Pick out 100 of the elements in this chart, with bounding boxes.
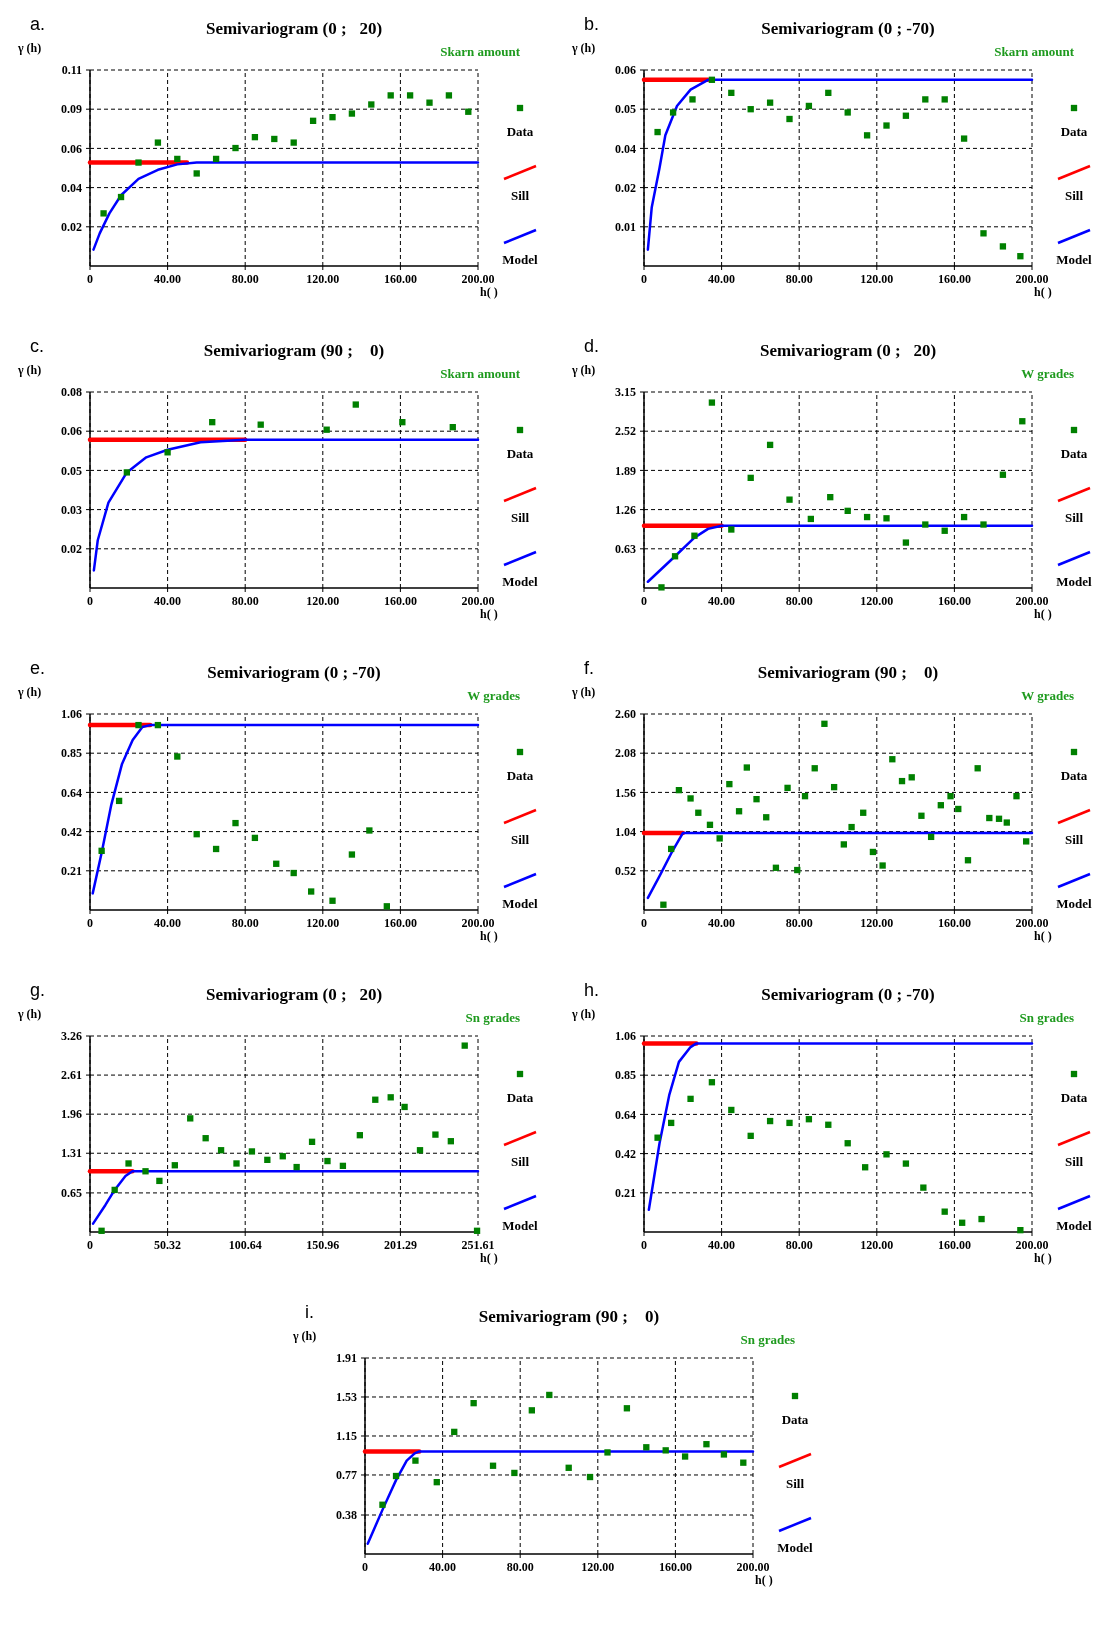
point <box>193 831 200 838</box>
point <box>860 809 867 816</box>
point <box>100 210 107 217</box>
point <box>447 1138 455 1145</box>
point <box>117 193 125 201</box>
point <box>586 1473 594 1481</box>
point <box>840 841 847 848</box>
point <box>449 424 456 431</box>
x-axis-title: h( ) <box>480 607 498 621</box>
legend-label: Data <box>1060 446 1088 461</box>
x-tick-label: 200.00 <box>736 1560 770 1574</box>
point <box>716 835 723 842</box>
x-tick-label: 120.00 <box>860 1238 894 1252</box>
y-tick-label: 0.21 <box>61 864 82 878</box>
x-tick-label: 40.00 <box>429 1560 457 1574</box>
point <box>862 1164 869 1171</box>
chart-title: Semivariogram (0 ; 20) <box>205 985 383 1004</box>
chart-subtitle: Skarn amount <box>440 44 521 59</box>
x-tick-label: 160.00 <box>937 594 971 608</box>
x-tick-label: 40.00 <box>708 594 736 608</box>
line-series <box>646 78 1034 251</box>
point <box>743 764 750 771</box>
legend-label: Sill <box>510 832 530 847</box>
point <box>154 139 162 146</box>
x-tick-label: 160.00 <box>383 916 417 930</box>
legend-label: Sill <box>510 1154 530 1169</box>
y-tick-label: 2.60 <box>615 707 636 722</box>
point <box>251 834 259 842</box>
point <box>308 1138 316 1145</box>
x-tick-label: 0 <box>641 1238 647 1252</box>
chart-title: Semivariogram (0 ; -70) <box>761 985 935 1004</box>
y-tick-label: 0.52 <box>615 864 636 878</box>
x-tick-label: 160.00 <box>937 1238 971 1252</box>
point <box>465 108 472 115</box>
point <box>348 110 356 117</box>
legend-label: Sill <box>510 188 530 203</box>
x-tick-label: 80.00 <box>506 1560 534 1574</box>
y-tick-label: 1.31 <box>61 1146 82 1161</box>
point <box>1003 819 1010 826</box>
point <box>772 864 780 871</box>
point <box>927 833 935 841</box>
point <box>980 230 987 237</box>
point <box>98 847 105 854</box>
x-tick-label: 120.00 <box>581 1560 615 1574</box>
point <box>257 421 264 428</box>
point <box>416 1147 424 1154</box>
x-axis-title: h( ) <box>480 1251 498 1265</box>
point <box>827 493 834 501</box>
y-tick-label: 0.02 <box>61 542 82 556</box>
point <box>786 1119 793 1127</box>
text: g. <box>30 980 46 1000</box>
point <box>171 1162 178 1169</box>
point <box>869 848 877 856</box>
point <box>348 851 356 858</box>
point <box>115 797 123 805</box>
point <box>941 1208 948 1215</box>
point <box>426 99 433 106</box>
point <box>668 1119 675 1127</box>
x-tick-label: 120.00 <box>306 916 340 930</box>
point <box>433 1479 440 1486</box>
y-tick-label: 2.61 <box>61 1068 82 1083</box>
point <box>766 99 774 106</box>
point <box>658 584 665 591</box>
chart-subtitle: W grades <box>467 688 520 703</box>
point <box>947 793 954 800</box>
y-tick-label: 1.89 <box>615 463 636 478</box>
point <box>470 1399 477 1407</box>
x-tick-label: 160.00 <box>383 594 417 608</box>
x-tick-label: 0 <box>87 272 93 286</box>
point <box>671 553 679 560</box>
point <box>98 1227 105 1234</box>
point <box>959 1219 966 1226</box>
x-tick-label: 50.32 <box>154 1238 182 1252</box>
y-tick-label: 0.05 <box>615 102 636 117</box>
point <box>902 539 910 546</box>
point <box>279 1153 286 1160</box>
x-tick-label: 120.00 <box>306 594 340 608</box>
text: c. <box>30 336 45 356</box>
point <box>412 1457 419 1464</box>
point <box>356 1132 364 1139</box>
y-axis-title: γ (h) <box>571 685 596 699</box>
point <box>687 795 694 802</box>
point <box>174 753 181 760</box>
point <box>135 721 142 729</box>
point <box>978 1215 985 1223</box>
legend-label: Sill <box>1064 188 1084 203</box>
y-tick-label: 0.65 <box>61 1186 82 1201</box>
x-tick-label: 150.96 <box>306 1238 340 1252</box>
line-series <box>646 831 1034 900</box>
point <box>290 139 297 146</box>
point <box>687 1095 694 1103</box>
point <box>708 76 716 83</box>
point <box>898 777 906 785</box>
y-axis-title: γ (h) <box>17 41 42 55</box>
legend-label: Data <box>506 768 534 783</box>
x-tick-label: 120.00 <box>306 272 340 286</box>
point <box>825 89 832 97</box>
x-tick-label: 200.00 <box>461 272 495 286</box>
legend-label: Model <box>502 574 539 589</box>
x-tick-label: 0 <box>87 916 93 930</box>
